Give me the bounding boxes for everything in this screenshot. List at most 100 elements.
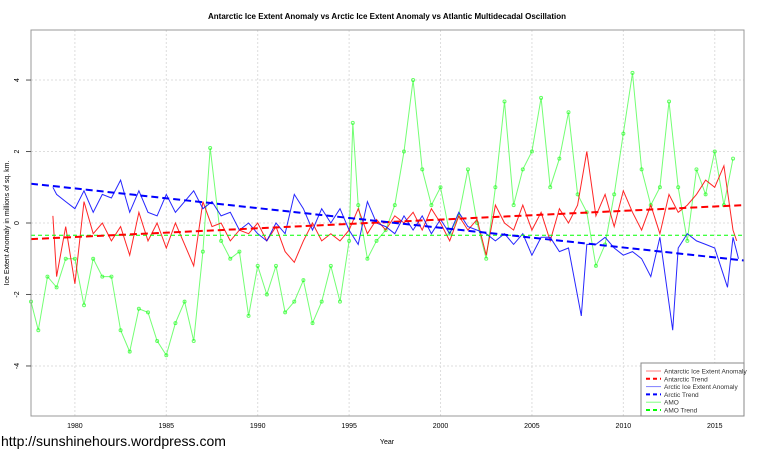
amo-point — [593, 263, 598, 268]
x-tick-label: 1980 — [67, 423, 83, 430]
amo-point — [350, 120, 355, 125]
amo-point — [173, 321, 178, 326]
amo-point — [365, 256, 370, 261]
y-tick-label: -4 — [14, 363, 21, 369]
amo-point — [548, 185, 553, 190]
legend-label: Antarctic Ice Extent Anomaly — [664, 369, 747, 376]
x-tick-label: 1995 — [341, 423, 357, 430]
amo-point — [337, 299, 342, 304]
amo-point — [146, 310, 151, 315]
amo-point — [237, 249, 242, 254]
amo-point — [54, 285, 59, 290]
amo-point — [255, 263, 260, 268]
y-tick-label: -2 — [14, 291, 21, 297]
amo-point — [136, 306, 141, 311]
amo-point — [36, 328, 41, 333]
amo-point — [45, 274, 50, 279]
x-tick-label: 2005 — [524, 423, 540, 430]
chart-title: Antarctic Ice Extent Anomaly vs Arctic I… — [208, 12, 566, 21]
watermark-url: http://sunshinehours.wordpress.com — [1, 433, 226, 449]
amo-point — [639, 167, 644, 172]
amo-point — [72, 256, 77, 261]
amo-point — [438, 185, 443, 190]
amo-point — [127, 349, 132, 354]
amo-point — [667, 99, 672, 104]
amo-point — [374, 238, 379, 243]
amo-line — [30, 72, 734, 357]
amo-point — [91, 256, 96, 261]
amo-point — [529, 149, 534, 154]
amo-point — [502, 99, 507, 104]
amo-point — [310, 321, 315, 326]
arctic-ice-extent-anomaly-line — [52, 178, 739, 331]
legend-box — [640, 362, 745, 417]
amo-point — [712, 149, 717, 154]
amo-point — [200, 249, 205, 254]
amo-point — [319, 299, 324, 304]
legend-label: AMO Trend — [664, 408, 698, 415]
amo-point — [493, 185, 498, 190]
x-tick-label: 2010 — [616, 423, 632, 430]
amo-point — [383, 228, 388, 233]
amo-point — [264, 292, 269, 297]
x-axis-label: Year — [380, 439, 395, 446]
amo-point — [347, 238, 352, 243]
amo-point — [621, 131, 626, 136]
amo-point — [328, 263, 333, 268]
amo-point — [118, 328, 123, 333]
y-tick-label: 0 — [14, 221, 21, 225]
amo-point — [283, 310, 288, 315]
amo-point — [539, 95, 544, 100]
amo-point — [657, 185, 662, 190]
amo-point — [475, 221, 480, 225]
x-tick-label: 1985 — [158, 423, 174, 430]
amo-point — [511, 203, 516, 208]
amo-point — [392, 203, 397, 208]
amo-point — [273, 263, 278, 268]
amo-point — [100, 274, 105, 279]
legend-label: Arctic Trend — [664, 392, 699, 399]
amo-point — [447, 231, 452, 236]
amo-point — [703, 192, 708, 197]
amo-point — [676, 185, 681, 190]
x-tick-label: 2000 — [433, 423, 449, 430]
amo-point — [731, 156, 736, 161]
amo-point — [246, 313, 251, 318]
amo-point — [82, 303, 87, 308]
legend-label: Antarctic Trend — [664, 376, 708, 383]
amo-point — [109, 274, 114, 279]
series-layer — [29, 70, 745, 358]
amo-point — [685, 238, 690, 243]
amo-point — [219, 238, 224, 243]
x-axis: 1980 1985 1990 1995 2000 2005 2010 2015 — [67, 423, 723, 430]
x-tick-label: 2015 — [707, 423, 723, 430]
y-axis: -4 -2 0 2 4 — [14, 78, 31, 369]
amo-point — [694, 167, 699, 172]
amo-point — [420, 167, 425, 172]
amo-point — [612, 192, 617, 197]
amo-point — [63, 256, 68, 261]
amo-point — [520, 167, 525, 172]
amo-point — [164, 353, 169, 358]
amo-point — [356, 203, 361, 208]
arctic-trend-line — [30, 182, 745, 262]
amo-point — [465, 167, 470, 172]
amo-point — [155, 338, 160, 343]
y-tick-label: 2 — [14, 149, 21, 153]
amo-point — [228, 256, 233, 261]
amo-point — [630, 70, 635, 75]
amo-point — [411, 78, 416, 83]
antarctic-ice-extent-anomaly-line — [52, 151, 738, 284]
amo-point — [484, 256, 489, 261]
legend-label: AMO — [664, 400, 679, 407]
amo-point — [301, 278, 306, 283]
amo-point — [401, 149, 406, 154]
amo-point — [566, 110, 571, 115]
amo-point — [292, 299, 297, 304]
amo-point — [182, 299, 187, 304]
y-tick-label: 4 — [14, 78, 21, 82]
y-axis-label: Ice Extent Anomaly in millions of sq. km… — [4, 161, 11, 286]
amo-point — [208, 145, 213, 150]
